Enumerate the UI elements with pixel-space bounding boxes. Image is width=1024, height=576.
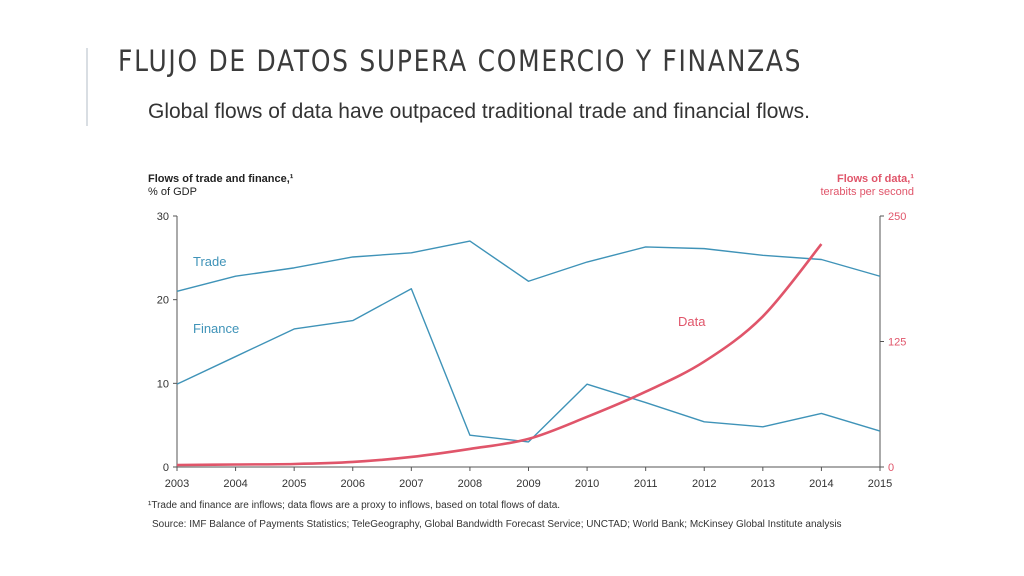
x-axis-tick-label: 2011 — [634, 478, 658, 490]
right-axis-tick-label: 0 — [888, 462, 894, 474]
slide-title: FLUJO DE DATOS SUPERA COMERCIO Y FINANZA… — [118, 44, 803, 78]
x-axis-tick-label: 2003 — [165, 478, 189, 490]
x-axis-tick-label: 2007 — [399, 478, 423, 490]
left-axis-tick-label: 10 — [157, 378, 169, 390]
series-line-trade — [176, 240, 881, 292]
series-label-finance: Finance — [193, 321, 239, 336]
x-axis-tick-label: 2009 — [516, 478, 540, 490]
x-axis-tick-label: 2010 — [575, 478, 599, 490]
series-line-finance — [176, 288, 881, 443]
right-axis-tick-label: 250 — [888, 211, 906, 223]
left-axis-tick-label: 30 — [157, 211, 169, 223]
x-axis-tick-label: 2012 — [692, 478, 716, 490]
left-axis-tick-label: 0 — [163, 462, 169, 474]
left-axis-unit: % of GDP — [148, 186, 197, 198]
right-axis-tick-label: 125 — [888, 337, 906, 349]
series-label-trade: Trade — [193, 254, 226, 269]
chart-source: Source: IMF Balance of Payments Statisti… — [152, 519, 842, 530]
right-axis-title: Flows of data,¹ terabits per second — [820, 173, 914, 199]
left-axis-tick-label: 20 — [157, 295, 169, 307]
x-axis-tick-label: 2008 — [458, 478, 482, 490]
series-line-data — [176, 243, 823, 467]
chart-footnote: ¹Trade and finance are inflows; data flo… — [148, 500, 561, 511]
x-axis-tick-label: 2006 — [341, 478, 365, 490]
left-axis-title-main: Flows of trade and finance,¹ — [148, 173, 294, 185]
x-axis-tick-label: 2005 — [282, 478, 306, 490]
x-axis-tick-label: 2013 — [751, 478, 775, 490]
left-axis-title: Flows of trade and finance,¹ % of GDP — [148, 173, 293, 199]
title-accent-rule — [86, 48, 88, 126]
x-axis-tick-label: 2004 — [223, 478, 247, 490]
right-axis-title-main: Flows of data,¹ — [837, 173, 914, 185]
series-label-data: Data — [678, 314, 706, 329]
x-axis-tick-label: 2014 — [809, 478, 833, 490]
x-axis-tick-label: 2015 — [868, 478, 892, 490]
right-axis-unit: terabits per second — [820, 186, 914, 198]
chart-title: Global flows of data have outpaced tradi… — [148, 100, 810, 123]
